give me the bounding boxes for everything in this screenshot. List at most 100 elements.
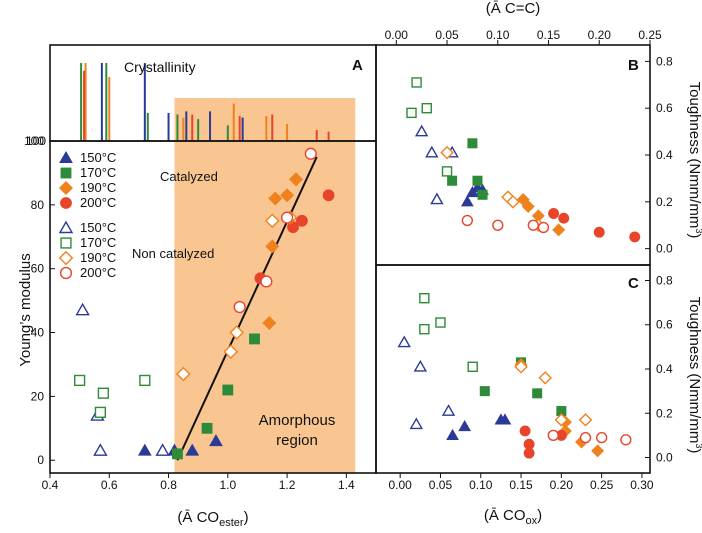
- A-ytick-label-5: 100: [24, 134, 44, 148]
- panel-b-ylabel-main: Toughness (Nmm/mm: [686, 82, 702, 229]
- A-ytick-label-2: 40: [31, 326, 45, 340]
- C-point-s5-3: [467, 361, 478, 372]
- B-point-s7-3: [537, 221, 550, 234]
- B-point-s3-3: [629, 231, 641, 243]
- panel-c-ylabel: Toughness (Nmm/mm3): [686, 297, 702, 454]
- A-xtick-label-2: 0.8: [160, 478, 177, 492]
- C-xtick-label-5: 0.25: [590, 478, 614, 492]
- B-xtick-label-1: 0.05: [435, 28, 459, 42]
- C-xtick-label-1: 0.05: [429, 478, 453, 492]
- non-catalyzed-label: Non catalyzed: [132, 246, 214, 261]
- panel-b-label: B: [628, 57, 639, 74]
- B-point-s2-1: [521, 200, 535, 213]
- A-point-s7-2: [280, 211, 294, 224]
- A-point-s2-2: [268, 191, 283, 206]
- A-point-s0-2: [185, 443, 200, 456]
- A-point-s6-1: [223, 344, 239, 359]
- A-point-s1-3: [249, 333, 260, 345]
- legend-label-1: 170°C: [80, 165, 116, 180]
- C-point-s4-1: [409, 417, 424, 430]
- legend-label-5: 170°C: [80, 235, 116, 250]
- A-ytick-label-0: 0: [37, 453, 44, 467]
- C-point-s4-2: [413, 359, 428, 372]
- B-point-s3-2: [593, 226, 605, 238]
- A-xtick-label-4: 1.2: [279, 478, 296, 492]
- panel-c-label: C: [628, 275, 639, 292]
- A-point-s6-0: [176, 366, 191, 382]
- C-point-s7-3: [620, 434, 632, 446]
- A-ytick-label-3: 60: [31, 262, 45, 276]
- A-point-s7-0: [233, 300, 246, 314]
- A-ytick-label-4: 80: [31, 198, 45, 212]
- C-point-s1-0: [479, 386, 490, 397]
- panel-c-ylabel-main: Toughness (Nmm/mm: [686, 297, 702, 444]
- A-point-s6-2: [229, 325, 244, 340]
- C-point-s1-2: [532, 388, 543, 399]
- fit-line-segment: [176, 156, 318, 461]
- B-point-s6-0: [440, 145, 454, 160]
- B-point-s5-0: [406, 107, 417, 119]
- C-point-s7-2: [595, 431, 608, 444]
- panel-b-axes: 0.00 0.05 0.10 0.15 0.20 0.25 0.0 0.2 0.4 0.6 0.8: [385, 28, 673, 256]
- C-xtick-label-4: 0.20: [550, 478, 574, 492]
- C-point-s3-2: [523, 447, 535, 459]
- legend-marker-4: [58, 220, 74, 234]
- C-ytick-label-0: 0.0: [656, 451, 673, 465]
- panel-a-label: A: [352, 57, 363, 74]
- C-point-s5-2: [435, 317, 446, 328]
- C-point-s5-1: [419, 323, 430, 335]
- B-xtick-label-5: 0.25: [638, 28, 662, 42]
- C-point-s4-0: [397, 335, 411, 348]
- panel-c-xlabel: (Ā COox): [484, 507, 542, 527]
- amorphous-label-line2: region: [276, 432, 318, 449]
- legend-label-0: 150°C: [80, 150, 116, 165]
- A-point-s5-3: [139, 374, 151, 387]
- C-xtick-label-0: 0.00: [388, 478, 412, 492]
- B-point-s1-3: [477, 189, 488, 200]
- A-ytick-label-1: 20: [31, 389, 45, 403]
- A-point-s5-1: [97, 387, 109, 399]
- top-strip-tick-100: 100: [26, 134, 46, 148]
- panel-a-points: [74, 147, 335, 460]
- B-point-s7-0: [461, 214, 473, 227]
- panel-b-points: [406, 77, 641, 243]
- B-point-s4-0: [414, 124, 429, 137]
- A-point-s2-4: [288, 172, 303, 187]
- panel-c-points: [397, 292, 632, 459]
- A-point-s0-0: [137, 443, 152, 456]
- C-point-s5-0: [419, 292, 430, 304]
- A-xtick-label-3: 1.0: [219, 478, 236, 492]
- B-point-s1-2: [472, 175, 483, 186]
- C-point-s3-0: [519, 425, 531, 437]
- A-xtick-label-5: 1.4: [338, 478, 355, 492]
- B-point-s5-1: [411, 77, 422, 88]
- panel-c-ylabel-close: ): [686, 448, 702, 453]
- B-point-s5-3: [441, 166, 453, 177]
- B-point-s7-2: [527, 219, 539, 231]
- panel-c-xlabel-sub: ox: [526, 515, 538, 527]
- panel-c-frame: [375, 264, 651, 474]
- B-xtick-label-2: 0.10: [486, 28, 510, 42]
- B-point-s7-1: [492, 219, 504, 231]
- legend-marker-6: [58, 250, 74, 266]
- A-point-s5-2: [94, 406, 107, 418]
- B-xtick-label-3: 0.15: [537, 28, 561, 42]
- B-point-s2-3: [552, 223, 566, 237]
- C-ytick-label-1: 0.2: [656, 406, 673, 420]
- B-point-s6-2: [506, 195, 520, 209]
- panel-c-xlabel-close: ): [537, 507, 542, 524]
- C-point-s0-1: [458, 420, 472, 432]
- panel-b-ylabel-sup: 3: [694, 228, 702, 233]
- legend-label-7: 200°C: [80, 265, 116, 280]
- B-ytick-label-1: 0.2: [656, 195, 673, 209]
- A-xtick-label-0: 0.4: [42, 478, 59, 492]
- C-xtick-label-3: 0.15: [509, 478, 533, 492]
- B-ytick-label-0: 0.0: [656, 242, 673, 256]
- crystallinity-label: Crystallinity: [124, 59, 196, 75]
- B-point-s1-1: [467, 138, 478, 149]
- legend-marker-2: [58, 180, 74, 196]
- B-point-s4-1: [425, 145, 439, 158]
- legend-label-3: 200°C: [80, 195, 116, 210]
